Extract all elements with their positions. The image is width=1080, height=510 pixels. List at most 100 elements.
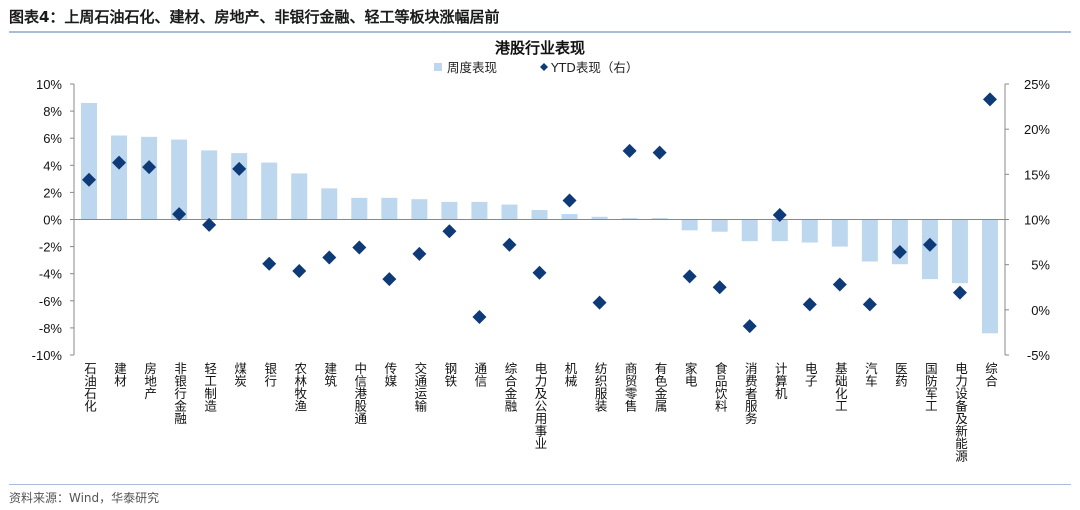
bottom-divider <box>9 484 1071 485</box>
weekly-bar <box>471 201 488 220</box>
weekly-bar <box>291 173 308 220</box>
ytd-marker <box>112 155 127 170</box>
x-tick-label: 电力及公用事业 <box>532 362 548 450</box>
x-tick-label: 煤炭 <box>232 362 248 387</box>
figure-heading: 图表4：上周石油石化、建材、房地产、非银行金融、轻工等板块涨幅居前 <box>9 8 500 26</box>
x-tick-label: 建筑 <box>322 362 338 387</box>
weekly-bar <box>111 135 128 220</box>
weekly-bar <box>381 197 398 220</box>
x-tick-label: 传媒 <box>382 362 398 387</box>
x-tick-label: 建材 <box>112 362 128 387</box>
weekly-bar <box>561 214 578 220</box>
left-tick-label: 6% <box>43 131 62 146</box>
ytd-marker <box>862 297 877 312</box>
weekly-bar <box>201 150 218 220</box>
weekly-bar <box>441 201 458 220</box>
x-tick-label: 房地产 <box>142 362 158 400</box>
ytd-marker <box>292 263 307 278</box>
x-tick-label: 国防军工 <box>922 362 938 412</box>
ytd-marker <box>82 172 97 187</box>
weekly-bar <box>531 210 548 220</box>
source-note: 资料来源：Wind，华泰研究 <box>9 491 160 505</box>
weekly-bar <box>591 216 608 220</box>
weekly-bar <box>681 219 698 231</box>
x-tick-label: 通信 <box>472 362 488 387</box>
x-tick-label: 机械 <box>562 362 578 387</box>
x-tick-label: 基础化工 <box>832 362 848 412</box>
ytd-marker <box>652 145 667 160</box>
weekly-bar <box>141 136 158 220</box>
weekly-bar <box>771 219 788 242</box>
weekly-bar <box>651 218 668 220</box>
ytd-marker <box>922 237 937 252</box>
right-tick-label: 15% <box>1024 167 1050 182</box>
left-tick-label: -4% <box>39 267 63 282</box>
right-tick-label: 10% <box>1024 213 1050 228</box>
ytd-marker <box>232 161 247 176</box>
weekly-bar <box>411 199 428 220</box>
left-tick-label: -10% <box>32 348 63 363</box>
x-tick-label: 中信港股通 <box>352 362 368 425</box>
x-tick-label: 消费者服务 <box>742 362 758 425</box>
left-tick-label: 2% <box>43 185 62 200</box>
chart-title: 港股行业表现 <box>495 39 585 57</box>
weekly-bar <box>741 219 758 242</box>
ytd-marker <box>142 160 157 175</box>
x-tick-label: 农林牧渔 <box>292 362 308 412</box>
x-tick-label: 非银行金融 <box>172 362 188 425</box>
ytd-marker <box>952 285 967 300</box>
weekly-bar <box>501 204 518 220</box>
x-tick-label: 电力设备及新能源 <box>952 362 968 462</box>
ytd-marker <box>982 92 997 107</box>
x-tick-label: 石油石化 <box>82 362 98 412</box>
weekly-bar <box>981 219 998 334</box>
left-tick-label: -6% <box>39 294 63 309</box>
x-tick-label: 钢铁 <box>442 362 458 387</box>
ytd-marker <box>622 143 637 158</box>
ytd-marker <box>892 245 907 260</box>
weekly-bar <box>171 139 188 220</box>
ytd-marker <box>172 207 187 222</box>
legend-bar-label: 周度表现 <box>447 60 497 75</box>
x-tick-label: 食品饮料 <box>712 362 728 412</box>
left-tick-label: 0% <box>43 213 62 228</box>
x-tick-label: 商贸零售 <box>622 362 638 412</box>
x-tick-label: 汽车 <box>862 362 878 387</box>
left-tick-label: 10% <box>36 77 62 92</box>
legend-diamond-icon <box>540 63 548 71</box>
x-tick-label: 轻工制造 <box>202 362 218 412</box>
x-tick-label: 银行 <box>262 362 278 387</box>
ytd-marker <box>712 280 727 295</box>
right-tick-label: 25% <box>1024 77 1050 92</box>
ytd-marker <box>562 193 577 208</box>
ytd-marker <box>532 265 547 280</box>
ytd-marker <box>502 237 517 252</box>
ytd-marker <box>322 250 337 265</box>
right-tick-label: -5% <box>1027 348 1051 363</box>
weekly-bar <box>351 197 368 220</box>
ytd-marker <box>742 319 757 334</box>
weekly-bar <box>801 219 818 243</box>
x-tick-label: 医药 <box>892 362 908 387</box>
right-tick-label: 20% <box>1024 122 1050 137</box>
right-tick-label: 0% <box>1031 303 1050 318</box>
weekly-bar <box>711 219 728 232</box>
ytd-marker <box>202 217 217 232</box>
x-tick-label: 纺织服装 <box>592 362 608 412</box>
left-tick-label: 4% <box>43 158 62 173</box>
x-tick-label: 电子 <box>802 362 818 387</box>
ytd-marker <box>262 256 277 271</box>
left-tick-label: -8% <box>39 321 63 336</box>
left-tick-label: -2% <box>39 240 63 255</box>
ytd-marker <box>592 295 607 310</box>
ytd-marker <box>442 224 457 239</box>
ytd-marker <box>412 246 427 261</box>
legend-marker-label: YTD表现（右） <box>550 60 638 75</box>
x-tick-label: 综合 <box>982 362 998 387</box>
weekly-bar <box>861 219 878 262</box>
legend-bar-swatch <box>434 63 442 71</box>
weekly-bar <box>81 102 98 220</box>
ytd-marker <box>832 277 847 292</box>
